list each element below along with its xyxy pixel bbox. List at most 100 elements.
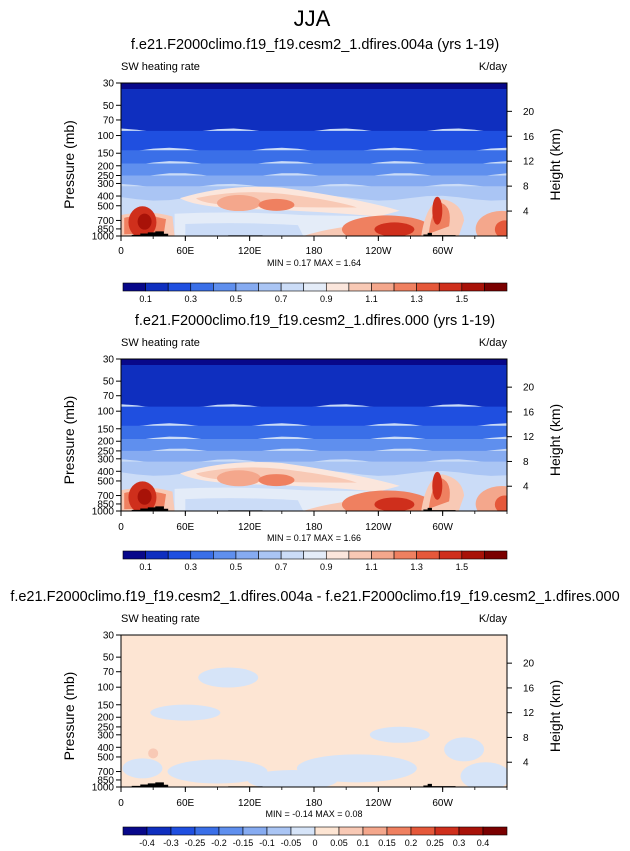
- y-tick-label: 150: [97, 149, 114, 160]
- colorbar-label: 0.1: [139, 562, 152, 572]
- panel-left-label: SW heating rate: [121, 61, 200, 73]
- colorbar-swatch: [122, 282, 146, 292]
- colorbar-label: 0.1: [357, 838, 370, 848]
- height-tick-label: 4: [523, 207, 529, 218]
- colorbar-swatch: [266, 826, 292, 836]
- colorbar-label: 0.7: [275, 294, 288, 304]
- y-tick-label: 100: [97, 683, 114, 694]
- colorbar-swatch: [235, 282, 259, 292]
- y-tick-label: 300: [97, 730, 114, 741]
- y-tick-label: 700: [97, 491, 114, 502]
- panel-1: f.e21.F2000climo.f19_f19.cesm2_1.dfires.…: [61, 37, 563, 304]
- terrain: [131, 231, 169, 236]
- panel-right-label: K/day: [479, 337, 508, 349]
- y-tick-label: 700: [97, 767, 114, 778]
- panel-3: f.e21.F2000climo.f19_f19.cesm2_1.dfires.…: [10, 589, 619, 848]
- contour-field: [121, 359, 507, 511]
- y-tick-label: 150: [97, 424, 114, 435]
- colorbar-swatch: [484, 550, 508, 560]
- terrain: [131, 782, 169, 787]
- x-tick-label: 120W: [365, 798, 392, 809]
- colorbar-label: -0.4: [139, 838, 155, 848]
- y-axis-right-label: Height (km): [547, 680, 563, 752]
- colorbar-swatch: [218, 826, 244, 836]
- y-tick-label: 500: [97, 752, 114, 763]
- colorbar-swatch: [167, 550, 192, 560]
- colorbar-swatch: [170, 826, 196, 836]
- colorbar-label: 0.5: [230, 562, 243, 572]
- y-axis-label: Pressure (mb): [61, 120, 77, 209]
- colorbar-swatch: [410, 826, 436, 836]
- y-tick-label: 1000: [92, 507, 115, 518]
- x-tick-label: 60E: [176, 798, 194, 809]
- contour-band: [121, 439, 507, 454]
- y-tick-label: 400: [97, 743, 114, 754]
- terrain: [423, 783, 456, 787]
- height-tick-label: 20: [523, 107, 535, 118]
- y-tick-label: 300: [97, 454, 114, 465]
- colorbar-swatch: [258, 282, 282, 292]
- height-tick-label: 16: [523, 407, 535, 418]
- x-tick-label: 180: [306, 246, 323, 257]
- colorbar-swatch: [371, 550, 395, 560]
- colorbar-swatch: [213, 282, 237, 292]
- colorbar-swatch: [434, 826, 460, 836]
- y-axis-right-label: Height (km): [547, 128, 563, 200]
- colorbar-label: 0.4: [477, 838, 490, 848]
- y-tick-label: 200: [97, 437, 114, 448]
- colorbar-label: 0.3: [453, 838, 466, 848]
- minmax-text: MIN = 0.17 MAX = 1.66: [267, 533, 361, 543]
- colorbar-label: 0.3: [185, 294, 198, 304]
- contour-band: [374, 497, 415, 511]
- contour-band: [494, 220, 507, 236]
- contour-band: [137, 488, 152, 505]
- y-tick-label: 70: [103, 391, 115, 402]
- colorbar-swatch: [348, 282, 372, 292]
- colorbar-label: 1.1: [365, 294, 378, 304]
- contour-band: [444, 737, 485, 762]
- panel-title: f.e21.F2000climo.f19_f19.cesm2_1.dfires.…: [131, 37, 499, 53]
- colorbar-swatch: [438, 282, 463, 292]
- contour-field: [121, 635, 507, 787]
- y-tick-label: 70: [103, 667, 115, 678]
- y-tick-label: 850: [97, 775, 114, 786]
- x-tick-label: 60W: [432, 798, 453, 809]
- colorbar-label: 0.25: [426, 838, 444, 848]
- contour-band: [150, 704, 221, 721]
- minmax-text: MIN = -0.14 MAX = 0.08: [265, 809, 362, 819]
- colorbar-swatch: [416, 550, 440, 560]
- colorbar-label: 0.9: [320, 562, 333, 572]
- contour-band: [185, 498, 304, 511]
- contour-band: [121, 359, 507, 410]
- colorbar-swatch: [338, 826, 364, 836]
- height-tick-label: 12: [523, 157, 535, 168]
- x-tick-label: 60W: [432, 522, 453, 533]
- colorbar-swatch: [280, 282, 305, 292]
- y-tick-label: 500: [97, 476, 114, 487]
- colorbar-swatch: [458, 826, 484, 836]
- colorbar-swatch: [325, 550, 350, 560]
- y-tick-label: 100: [97, 407, 114, 418]
- colorbar-swatch: [122, 826, 148, 836]
- colorbar-swatch: [461, 550, 485, 560]
- colorbar-swatch: [303, 550, 327, 560]
- contour-band: [121, 359, 507, 365]
- y-axis-right-label: Height (km): [547, 404, 563, 476]
- contour-band: [121, 175, 507, 189]
- colorbar-label: 0.7: [275, 562, 288, 572]
- height-tick-label: 4: [523, 482, 529, 493]
- colorbar-swatch: [258, 550, 282, 560]
- colorbar-swatch: [325, 282, 350, 292]
- colorbar-swatch: [122, 550, 146, 560]
- x-tick-label: 180: [306, 798, 323, 809]
- contour-band: [494, 495, 507, 511]
- panel-left-label: SW heating rate: [121, 613, 200, 625]
- contour-band: [185, 223, 304, 236]
- y-tick-label: 30: [103, 355, 115, 366]
- colorbar-swatch: [362, 826, 388, 836]
- y-tick-label: 250: [97, 722, 114, 733]
- colorbar-swatch: [386, 826, 412, 836]
- y-axis-label: Pressure (mb): [61, 672, 77, 761]
- colorbar-label: 0: [312, 838, 317, 848]
